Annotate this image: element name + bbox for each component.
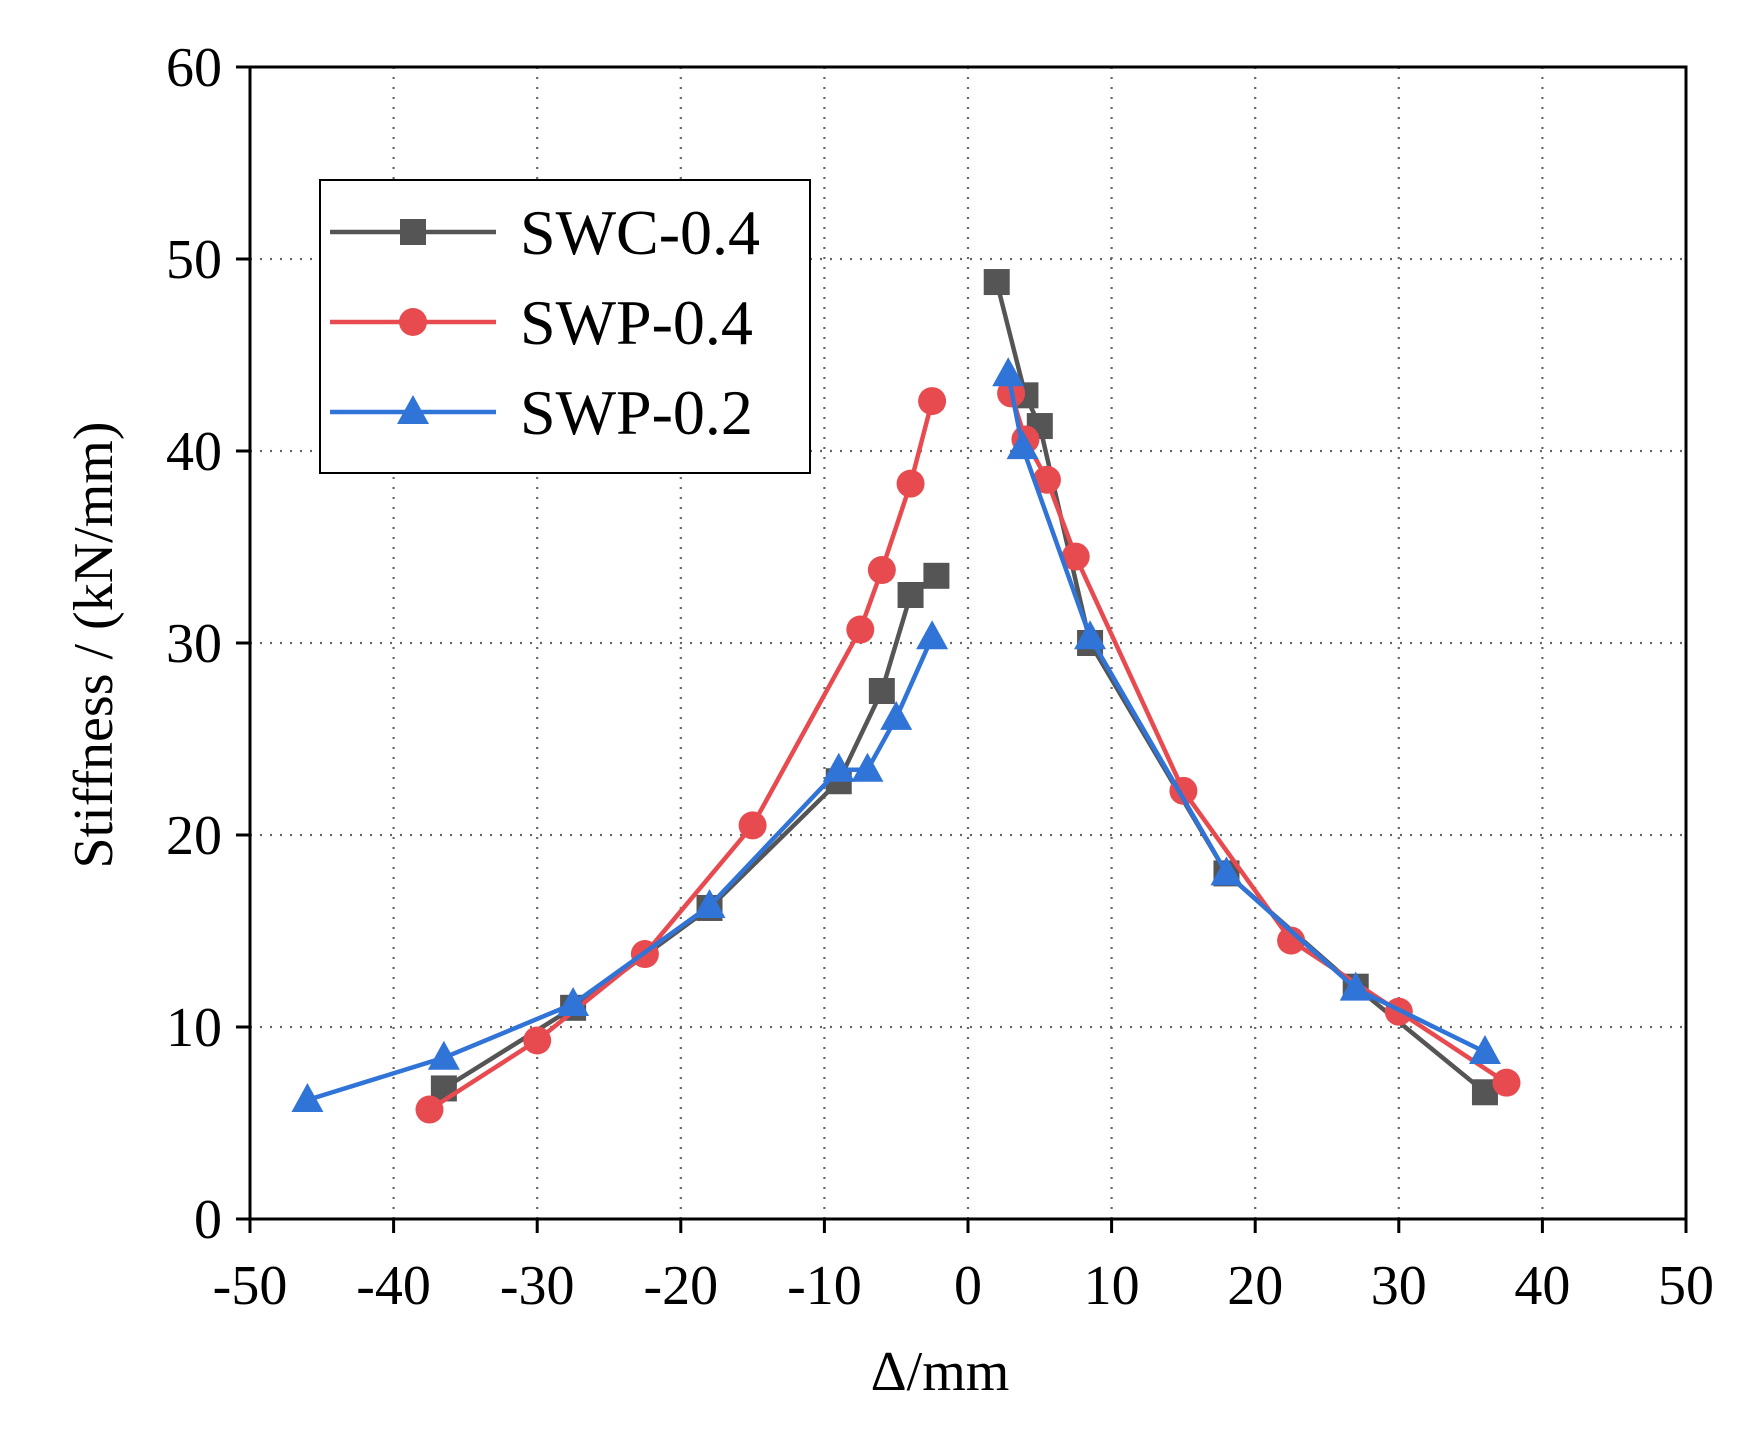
y-tick-label: 30 <box>166 613 222 675</box>
series-line-negative <box>428 400 935 1112</box>
series-SWP-0.2 <box>291 357 1501 1112</box>
data-point <box>851 752 884 782</box>
data-point <box>923 562 950 589</box>
legend-label: SWC-0.4 <box>520 197 760 268</box>
data-point <box>1277 926 1306 955</box>
series-line-positive <box>1005 373 1486 1055</box>
legend-item: SWC-0.4 <box>330 197 760 268</box>
data-point <box>1074 620 1107 650</box>
data-point <box>896 469 925 498</box>
y-tick-label: 20 <box>166 805 222 867</box>
legend-marker <box>397 395 429 424</box>
series-line-negative <box>306 636 935 1103</box>
data-point <box>1006 430 1039 460</box>
data-point <box>1339 971 1372 1001</box>
x-tick-label: 50 <box>1658 1255 1714 1317</box>
legend-marker <box>399 308 427 336</box>
x-tick-label: -10 <box>787 1255 862 1317</box>
data-point <box>1032 465 1061 494</box>
y-tick-label: 40 <box>166 421 222 483</box>
axis-ticks: -50 -40 -30 -20 -10 0 10 20 30 40 50 0 10 20 30 40 50 60 <box>166 37 1714 1317</box>
legend-item: SWP-0.4 <box>330 287 753 358</box>
data-point <box>867 556 896 585</box>
x-tick-label: 20 <box>1227 1255 1283 1317</box>
y-tick-label: 60 <box>166 37 222 99</box>
data-point <box>983 269 1010 296</box>
data-point <box>846 615 875 644</box>
x-axis-label: Δ/mm <box>871 1341 1010 1403</box>
data-point <box>868 678 895 704</box>
data-point <box>557 986 590 1016</box>
x-tick-label: 10 <box>1084 1255 1140 1317</box>
data-point <box>918 387 947 416</box>
x-tick-label: -30 <box>500 1255 575 1317</box>
data-point <box>1061 542 1090 571</box>
series-line-positive <box>1008 392 1508 1085</box>
data-point <box>1210 856 1243 886</box>
y-tick-label: 0 <box>194 1189 222 1251</box>
legend-marker <box>400 219 426 245</box>
data-point <box>822 752 855 782</box>
y-tick-label: 50 <box>166 229 222 291</box>
data-point <box>291 1082 324 1112</box>
data-point <box>523 1026 552 1055</box>
data-point <box>897 582 924 608</box>
data-point <box>427 1040 460 1070</box>
x-tick-label: 40 <box>1514 1255 1570 1317</box>
data-point <box>916 620 949 650</box>
y-axis-label: Stiffness / (kN/mm) <box>63 422 125 869</box>
legend: SWC-0.4 SWP-0.4 SWP-0.2 <box>319 179 811 474</box>
x-tick-label: 0 <box>954 1255 982 1317</box>
y-tick-label: 10 <box>166 997 222 1059</box>
data-point <box>738 811 767 840</box>
data-point <box>880 700 913 730</box>
series-line-negative <box>442 573 938 1091</box>
x-tick-label: -50 <box>213 1255 288 1317</box>
x-tick-label: -40 <box>356 1255 431 1317</box>
legend-item: SWP-0.2 <box>330 377 753 448</box>
x-tick-label: -20 <box>643 1255 718 1317</box>
legend-label: SWP-0.2 <box>520 377 753 448</box>
data-point <box>992 357 1025 387</box>
x-tick-label: 30 <box>1371 1255 1427 1317</box>
series-layer <box>291 269 1521 1124</box>
data-point <box>1468 1034 1501 1064</box>
series-line-positive <box>994 281 1487 1095</box>
data-point <box>1492 1068 1521 1097</box>
legend-label: SWP-0.4 <box>520 287 753 358</box>
data-point <box>693 889 726 919</box>
data-point <box>415 1095 444 1124</box>
